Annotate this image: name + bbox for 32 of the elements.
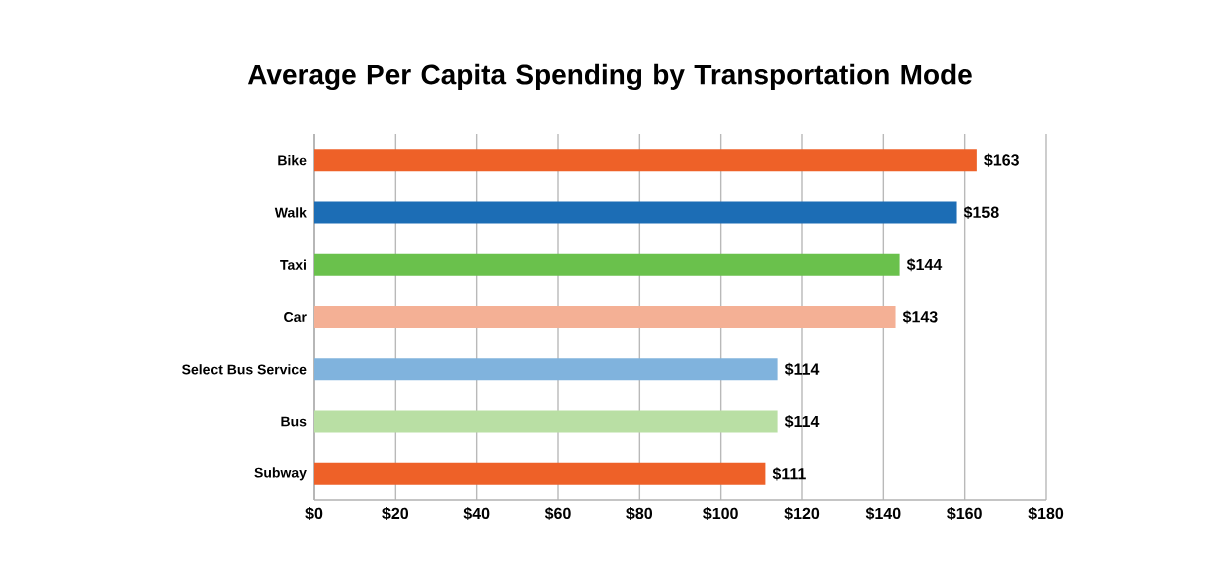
x-tick-label: $40 (463, 507, 490, 521)
y-tick-label: Car (284, 312, 307, 322)
x-tick-label: $160 (947, 507, 982, 521)
data-label: $114 (784, 415, 820, 429)
bar (314, 253, 900, 276)
y-tick-label: Bike (278, 155, 307, 166)
data-label: $144 (906, 258, 943, 272)
chart-title: Average Per Capita Spending by Transportation Mode (247, 63, 972, 91)
y-tick-label: Select Bus Service (182, 364, 307, 375)
x-tick-label: $80 (626, 507, 653, 521)
bar (314, 358, 778, 381)
data-label: $163 (984, 153, 1019, 167)
data-label: $111 (772, 467, 806, 481)
data-label: $143 (902, 310, 938, 324)
x-tick-label: $0 (305, 507, 323, 521)
y-tick-label: Subway (254, 467, 307, 481)
data-label: $158 (963, 205, 999, 219)
x-tick-label: $140 (865, 507, 901, 521)
bar (314, 201, 957, 224)
bar (314, 462, 766, 485)
data-label: $114 (784, 362, 820, 376)
bar (314, 149, 977, 172)
x-tick-label: $180 (1028, 507, 1064, 521)
bar (314, 306, 896, 328)
x-tick-label: $120 (784, 507, 820, 521)
y-tick-label: Walk (274, 207, 307, 218)
y-tick-label: Taxi (280, 259, 306, 270)
x-tick-label: $60 (544, 507, 571, 521)
y-tick-label: Bus (281, 416, 307, 427)
x-tick-label: $100 (703, 507, 738, 521)
bar (314, 410, 778, 433)
x-tick-label: $20 (382, 507, 409, 521)
